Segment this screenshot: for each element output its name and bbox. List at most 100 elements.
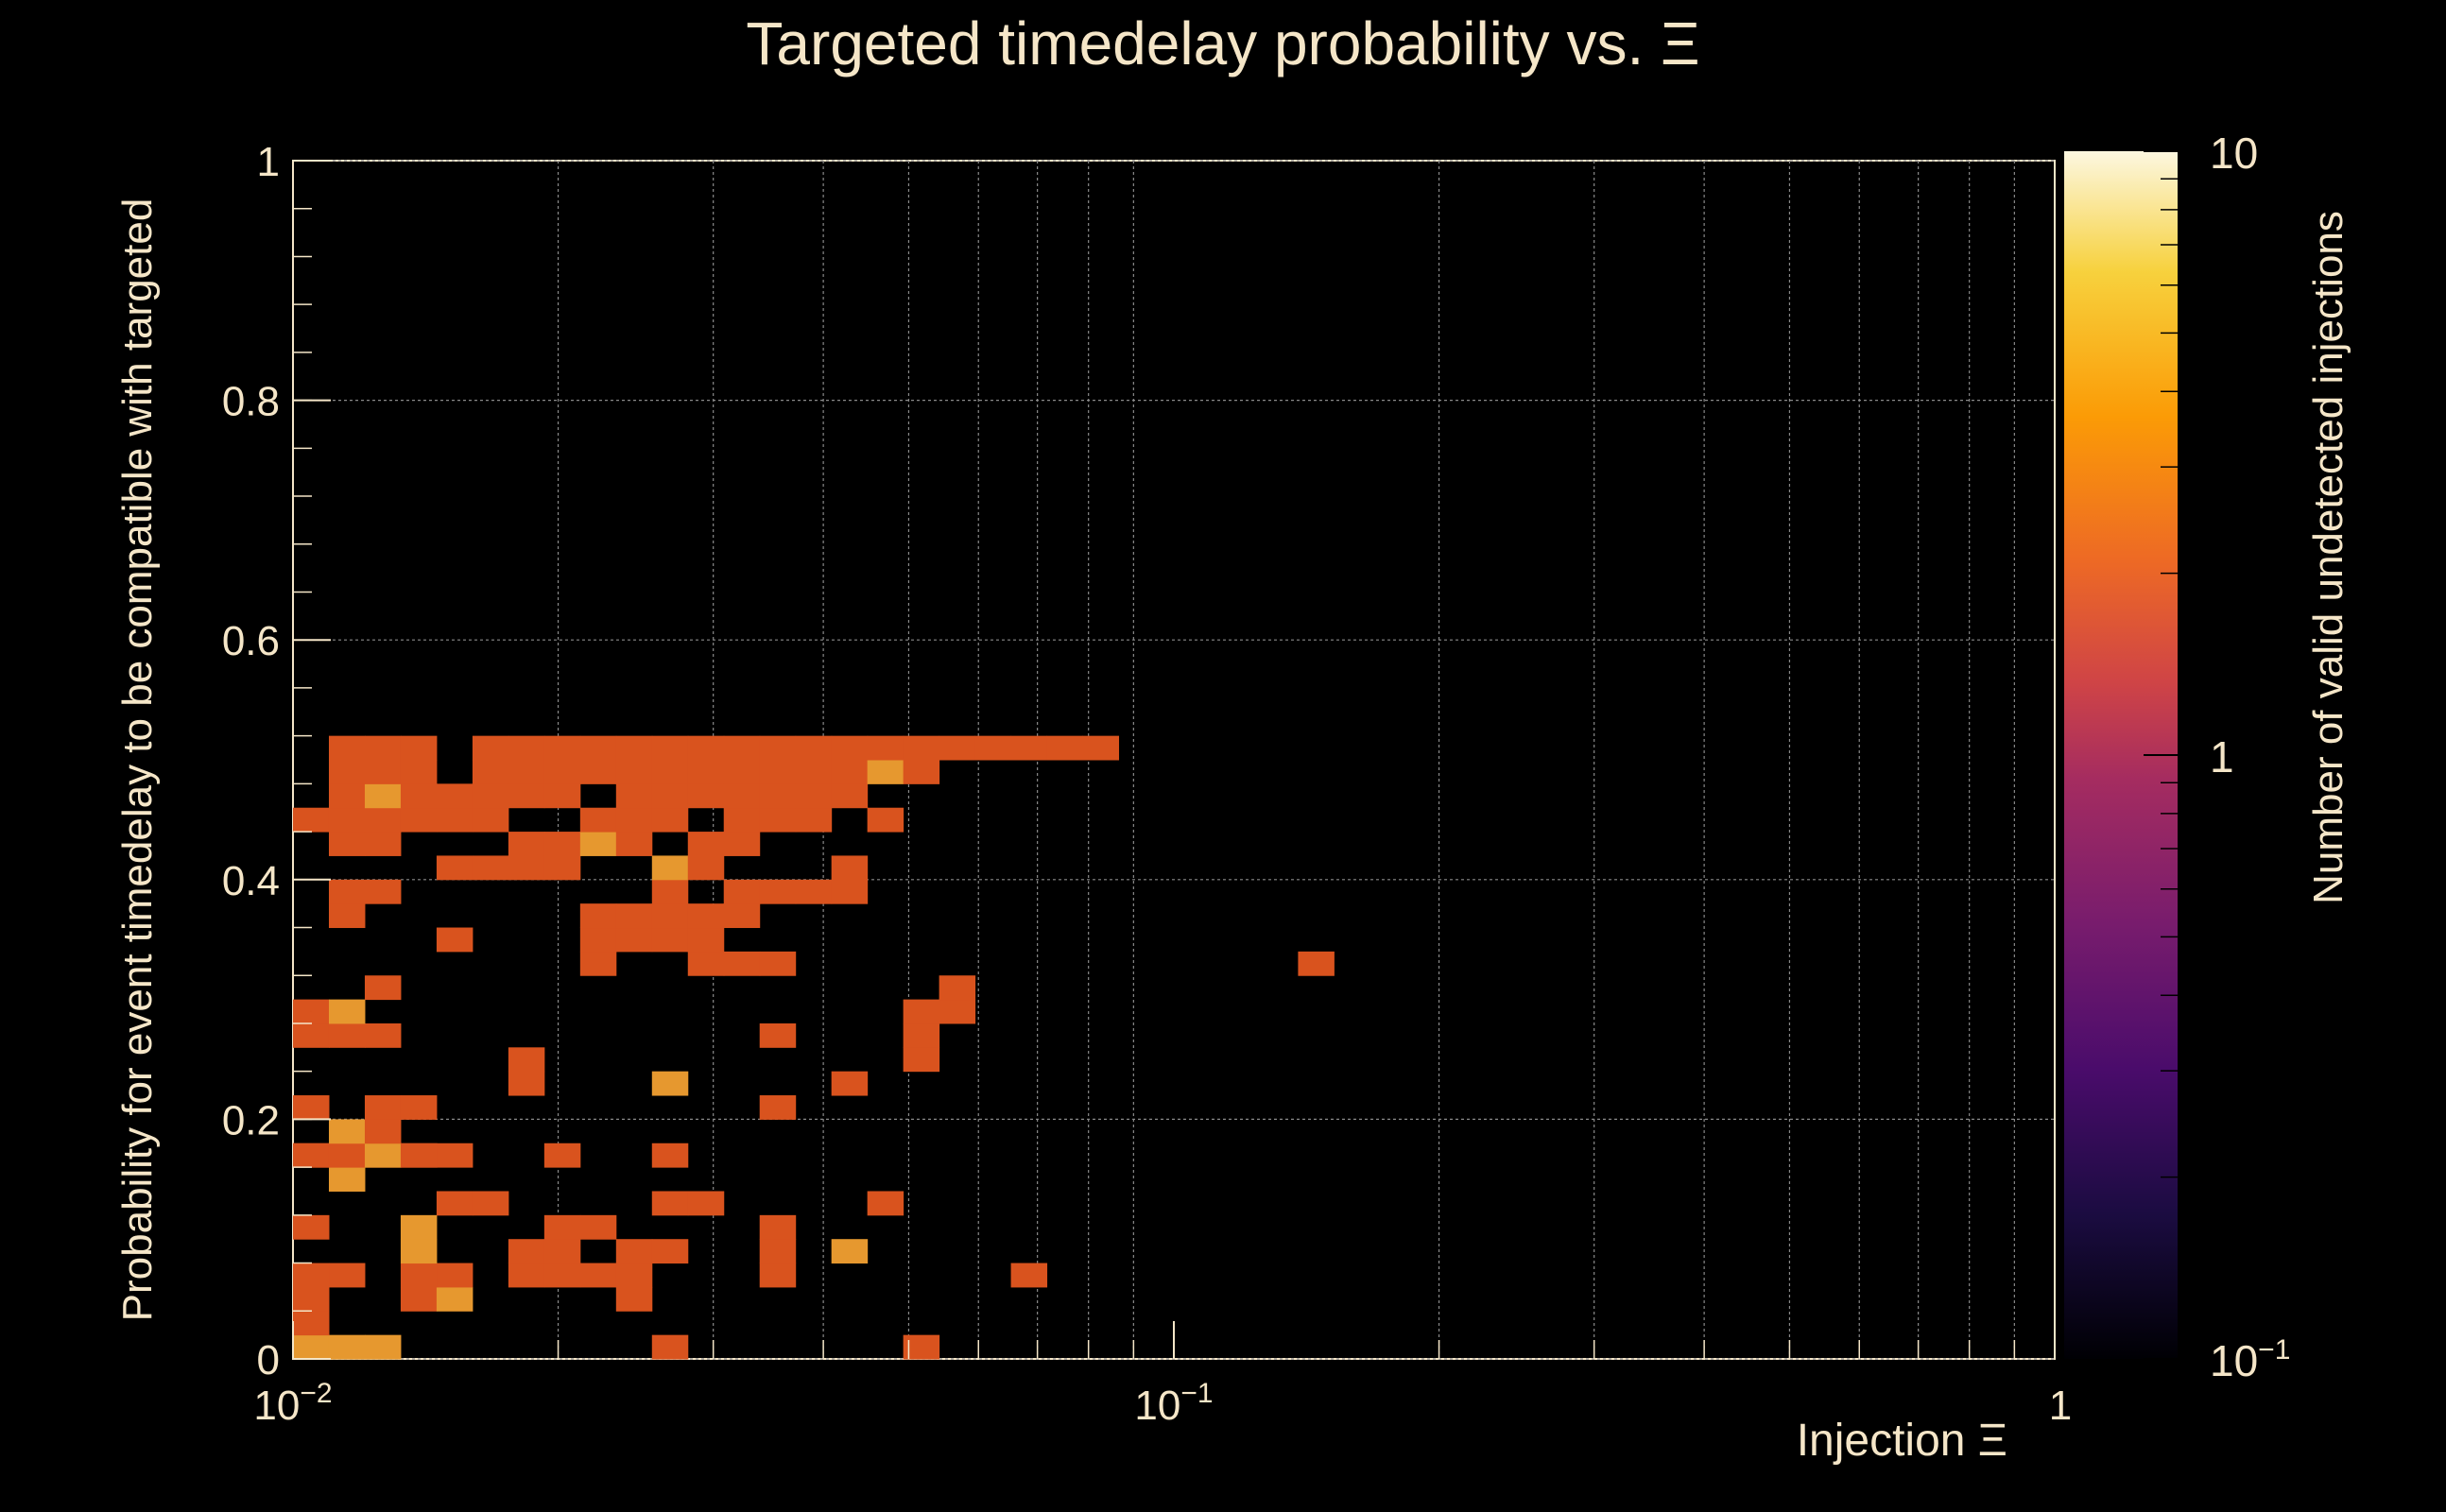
heatmap-cell <box>651 927 689 953</box>
heatmap-cell <box>1046 735 1084 761</box>
heatmap-cell <box>364 1119 402 1144</box>
heatmap-cell <box>831 760 869 784</box>
heatmap-cell <box>831 1239 869 1264</box>
heatmap-cell <box>615 783 653 809</box>
heatmap-cell <box>328 1263 366 1288</box>
heatmap-cell <box>615 735 653 761</box>
y-tick-label: 1 <box>257 139 280 185</box>
heatmap-cell <box>831 783 869 809</box>
heatmap-cell <box>436 1143 474 1168</box>
heatmap-cell <box>543 1214 581 1240</box>
heatmap-cell <box>795 735 833 761</box>
heatmap-cell <box>831 855 869 881</box>
heatmap-cell <box>579 1214 617 1240</box>
heatmap-cell <box>293 1311 330 1336</box>
heatmap-cell <box>903 999 940 1024</box>
heatmap-cell <box>615 760 653 784</box>
heatmap-cell <box>651 879 689 904</box>
heatmap-cell <box>436 807 474 833</box>
y-tick-label: 0.4 <box>222 858 280 904</box>
heatmap-cell <box>400 807 438 833</box>
heatmap-cell <box>328 760 366 784</box>
heatmap-cell <box>867 760 904 784</box>
heatmap-cell <box>543 832 581 856</box>
heatmap-cell <box>723 951 761 976</box>
heatmap-cell <box>759 1095 797 1120</box>
heatmap-cell <box>400 783 438 809</box>
heatmap-cell <box>579 832 617 856</box>
heatmap-cell <box>508 1071 545 1096</box>
heatmap-cell <box>759 735 797 761</box>
heatmap-cell <box>687 855 725 881</box>
heatmap-cell <box>364 879 402 904</box>
heatmap-cell <box>867 807 904 833</box>
heatmap-cell <box>400 1095 438 1120</box>
heatmap-cell <box>364 807 402 833</box>
heatmap-cell <box>364 832 402 856</box>
x-tick-label: 1 <box>2049 1383 2072 1429</box>
heatmap-cell <box>436 1286 474 1312</box>
heatmap-cell <box>293 1286 330 1312</box>
heatmap-cell <box>364 735 402 761</box>
heatmap-cell <box>867 1191 904 1216</box>
heatmap-cell <box>723 760 761 784</box>
heatmap-cell <box>759 1022 797 1048</box>
heatmap-cell <box>472 760 509 784</box>
heatmap-cell <box>543 760 581 784</box>
heatmap-cell <box>831 735 869 761</box>
y-axis-label: Probability for event timedelay to be co… <box>114 198 161 1322</box>
heatmap-cell <box>867 735 904 761</box>
heatmap-cell <box>615 927 653 953</box>
heatmap-cell <box>328 1334 366 1360</box>
heatmap-cell <box>759 783 797 809</box>
heatmap-cell <box>759 1214 797 1240</box>
heatmap-cell <box>615 1286 653 1312</box>
heatmap-cell <box>472 855 509 881</box>
heatmap-cell <box>543 783 581 809</box>
heatmap-cell <box>436 855 474 881</box>
heatmap-cell <box>687 783 725 809</box>
heatmap-cell <box>723 807 761 833</box>
heatmap-cell <box>651 1239 689 1264</box>
heatmap-cell <box>651 1191 689 1216</box>
heatmap-cell <box>328 783 366 809</box>
heatmap-cell <box>293 1334 330 1360</box>
heatmap-cell <box>615 807 653 833</box>
heatmap-cell <box>579 1263 617 1288</box>
y-tick-label: 0.8 <box>222 379 280 425</box>
heatmap-cell <box>328 1167 366 1192</box>
heatmap-cell <box>759 951 797 976</box>
heatmap-cell <box>472 1191 509 1216</box>
heatmap-cell <box>579 807 617 833</box>
heatmap-cell <box>651 903 689 929</box>
heatmap-cell <box>293 807 330 833</box>
heatmap-cell <box>543 1143 581 1168</box>
heatmap-cell <box>615 832 653 856</box>
heatmap-cell <box>328 735 366 761</box>
heatmap-cell <box>508 1263 545 1288</box>
heatmap-cell <box>293 1214 330 1240</box>
heatmap-cell <box>508 735 545 761</box>
heatmap-cell <box>1082 735 1120 761</box>
heatmap-cell <box>795 879 833 904</box>
heatmap-cell <box>651 735 689 761</box>
heatmap-cell <box>508 760 545 784</box>
heatmap-cell <box>328 1119 366 1144</box>
heatmap-cell <box>687 1191 725 1216</box>
heatmap-cell <box>364 760 402 784</box>
heatmap-cell <box>579 735 617 761</box>
heatmap-cell <box>400 1286 438 1312</box>
heatmap-cell <box>293 1263 330 1288</box>
heatmap-cell <box>615 1263 653 1288</box>
heatmap-cell <box>579 760 617 784</box>
x-tick-label: 10−1 <box>1134 1378 1213 1429</box>
heatmap-cell <box>723 783 761 809</box>
heatmap-cell <box>939 999 976 1024</box>
heatmap-cell <box>328 832 366 856</box>
heatmap-cell <box>400 1263 438 1288</box>
y-axis: 0 0.2 0.4 0.6 0.8 1 <box>222 139 331 1383</box>
heatmap-cell <box>651 760 689 784</box>
heatmap-cell <box>328 999 366 1024</box>
heatmap-cell <box>723 735 761 761</box>
heatmap-cells <box>293 735 1335 1360</box>
